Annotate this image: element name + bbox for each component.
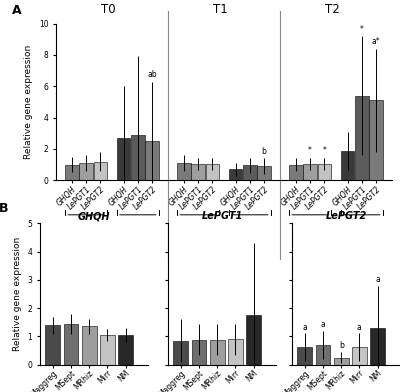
Bar xyxy=(246,315,261,365)
Text: A: A xyxy=(12,4,22,17)
Bar xyxy=(131,135,144,180)
Bar xyxy=(100,335,115,365)
Text: B: B xyxy=(0,202,8,215)
Bar xyxy=(82,327,97,365)
Bar xyxy=(341,151,354,180)
Bar xyxy=(304,164,317,180)
Y-axis label: Relative gene expression: Relative gene expression xyxy=(24,45,33,159)
Bar xyxy=(228,339,243,365)
Bar xyxy=(117,138,130,180)
Title: LePGT1: LePGT1 xyxy=(201,211,243,221)
Bar xyxy=(206,164,219,180)
Title: GHQH: GHQH xyxy=(78,211,110,221)
Bar xyxy=(64,324,78,365)
Bar xyxy=(318,164,331,180)
Bar xyxy=(258,166,271,180)
Bar xyxy=(146,141,159,180)
Bar xyxy=(334,358,349,365)
Y-axis label: Relative gene expression: Relative gene expression xyxy=(13,237,22,351)
Text: NM: NM xyxy=(303,227,317,236)
Bar xyxy=(316,345,330,365)
Text: a: a xyxy=(375,275,380,284)
Text: *: * xyxy=(308,146,312,155)
Text: b: b xyxy=(339,341,344,350)
Bar xyxy=(94,162,107,180)
Bar xyxy=(355,96,368,180)
Bar xyxy=(210,340,225,365)
Text: *: * xyxy=(360,25,364,34)
Text: b: b xyxy=(262,147,266,156)
Text: T0: T0 xyxy=(101,3,116,16)
Text: a*: a* xyxy=(372,37,380,46)
Bar xyxy=(192,164,205,180)
Text: T2: T2 xyxy=(325,3,340,16)
Text: M: M xyxy=(134,227,142,236)
Bar xyxy=(352,347,367,365)
Bar xyxy=(192,340,206,365)
Text: a: a xyxy=(357,323,362,332)
Bar xyxy=(173,341,188,365)
Text: ab: ab xyxy=(147,70,157,79)
Bar xyxy=(370,328,385,365)
Text: *: * xyxy=(322,146,326,155)
Bar xyxy=(289,165,302,180)
Text: NM: NM xyxy=(191,227,205,236)
Title: LePGT2: LePGT2 xyxy=(325,211,367,221)
Bar xyxy=(297,347,312,365)
Bar xyxy=(229,169,242,180)
Bar xyxy=(118,335,133,365)
Bar xyxy=(243,165,256,180)
Text: T1: T1 xyxy=(213,3,228,16)
Bar xyxy=(65,165,78,180)
Bar xyxy=(45,325,60,365)
Text: NM: NM xyxy=(79,227,93,236)
Bar xyxy=(370,100,383,180)
Text: a: a xyxy=(302,323,307,332)
Text: a: a xyxy=(321,320,325,329)
Text: M: M xyxy=(246,227,254,236)
Bar xyxy=(177,163,190,180)
Text: M: M xyxy=(358,227,366,236)
Bar xyxy=(80,163,93,180)
